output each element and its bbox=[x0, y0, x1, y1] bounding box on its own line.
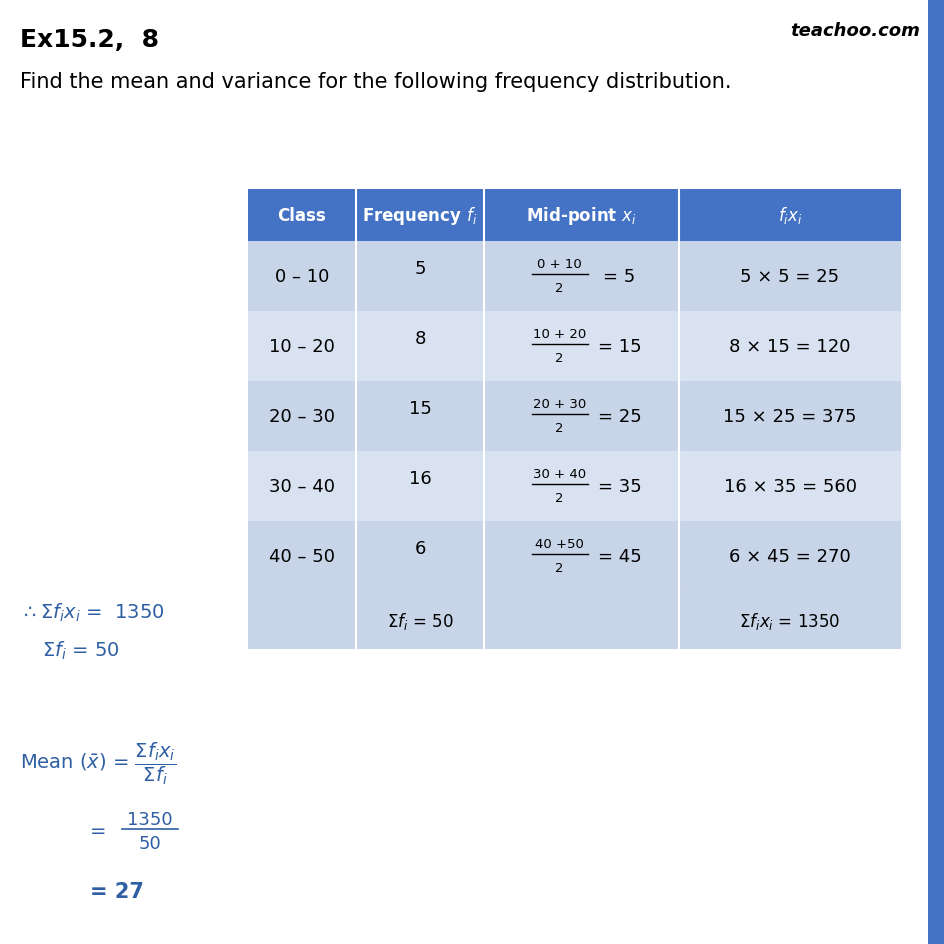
Text: 2: 2 bbox=[555, 422, 564, 435]
Text: 10 – 20: 10 – 20 bbox=[269, 338, 334, 356]
Text: $\Sigma f_i$ = 50: $\Sigma f_i$ = 50 bbox=[386, 610, 453, 631]
Text: Find the mean and variance for the following frequency distribution.: Find the mean and variance for the follo… bbox=[20, 72, 731, 92]
Text: = 15: = 15 bbox=[597, 338, 641, 356]
Text: 2: 2 bbox=[555, 282, 564, 295]
Bar bbox=[247, 312, 900, 381]
Text: 8 × 15 = 120: 8 × 15 = 120 bbox=[729, 338, 850, 356]
Text: 15 × 25 = 375: 15 × 25 = 375 bbox=[722, 408, 856, 426]
Text: 16: 16 bbox=[408, 469, 430, 487]
Text: Class: Class bbox=[278, 207, 326, 225]
Bar bbox=[247, 451, 900, 521]
Bar bbox=[247, 521, 900, 591]
Bar bbox=[927, 0, 944, 944]
Text: 20 + 30: 20 + 30 bbox=[532, 398, 585, 411]
Text: = 5: = 5 bbox=[602, 268, 635, 286]
Text: = 25: = 25 bbox=[597, 408, 641, 426]
Text: 30 – 40: 30 – 40 bbox=[269, 478, 334, 496]
Text: 2: 2 bbox=[555, 352, 564, 365]
Text: 6 × 45 = 270: 6 × 45 = 270 bbox=[729, 548, 850, 565]
Text: = 35: = 35 bbox=[597, 478, 641, 496]
Text: Frequency $f_i$: Frequency $f_i$ bbox=[362, 205, 477, 227]
Text: 50: 50 bbox=[139, 834, 161, 852]
Text: = 27: = 27 bbox=[90, 881, 143, 901]
Text: $\therefore \Sigma f_i x_i$ =  1350: $\therefore \Sigma f_i x_i$ = 1350 bbox=[20, 601, 164, 624]
Text: Mean ($\bar{x}$) = $\dfrac{\Sigma f_i x_i}{\Sigma f_i}$: Mean ($\bar{x}$) = $\dfrac{\Sigma f_i x_… bbox=[20, 739, 176, 785]
Text: 16 × 35 = 560: 16 × 35 = 560 bbox=[723, 478, 855, 496]
Text: 30 + 40: 30 + 40 bbox=[532, 468, 585, 481]
Text: 2: 2 bbox=[555, 562, 564, 575]
Text: 15: 15 bbox=[408, 399, 431, 417]
Bar bbox=[247, 190, 900, 242]
Text: 0 – 10: 0 – 10 bbox=[275, 268, 329, 286]
Text: 5 × 5 = 25: 5 × 5 = 25 bbox=[740, 268, 838, 286]
Text: Mid-point $x_i$: Mid-point $x_i$ bbox=[526, 205, 636, 227]
Text: 1350: 1350 bbox=[127, 810, 173, 828]
Text: 10 + 20: 10 + 20 bbox=[532, 329, 585, 341]
Text: teachoo.com: teachoo.com bbox=[789, 22, 919, 40]
Text: = 45: = 45 bbox=[597, 548, 641, 565]
Text: $f_i$$x_i$: $f_i$$x_i$ bbox=[777, 205, 801, 227]
Text: 40 – 50: 40 – 50 bbox=[269, 548, 334, 565]
Text: 2: 2 bbox=[555, 492, 564, 505]
Text: $\Sigma f_i$ = 50: $\Sigma f_i$ = 50 bbox=[42, 639, 120, 662]
Text: 20 – 30: 20 – 30 bbox=[269, 408, 334, 426]
Text: 40 +50: 40 +50 bbox=[534, 538, 583, 551]
Bar bbox=[247, 591, 900, 649]
Text: 5: 5 bbox=[413, 260, 426, 278]
Text: $\Sigma f_i x_i$ = 1350: $\Sigma f_i x_i$ = 1350 bbox=[738, 610, 840, 631]
Text: 6: 6 bbox=[413, 539, 425, 557]
Text: 0 + 10: 0 + 10 bbox=[536, 259, 582, 271]
Text: =: = bbox=[90, 821, 107, 840]
Text: Ex15.2,  8: Ex15.2, 8 bbox=[20, 28, 159, 52]
Bar bbox=[247, 242, 900, 312]
Text: 8: 8 bbox=[413, 329, 425, 347]
Bar bbox=[247, 381, 900, 451]
